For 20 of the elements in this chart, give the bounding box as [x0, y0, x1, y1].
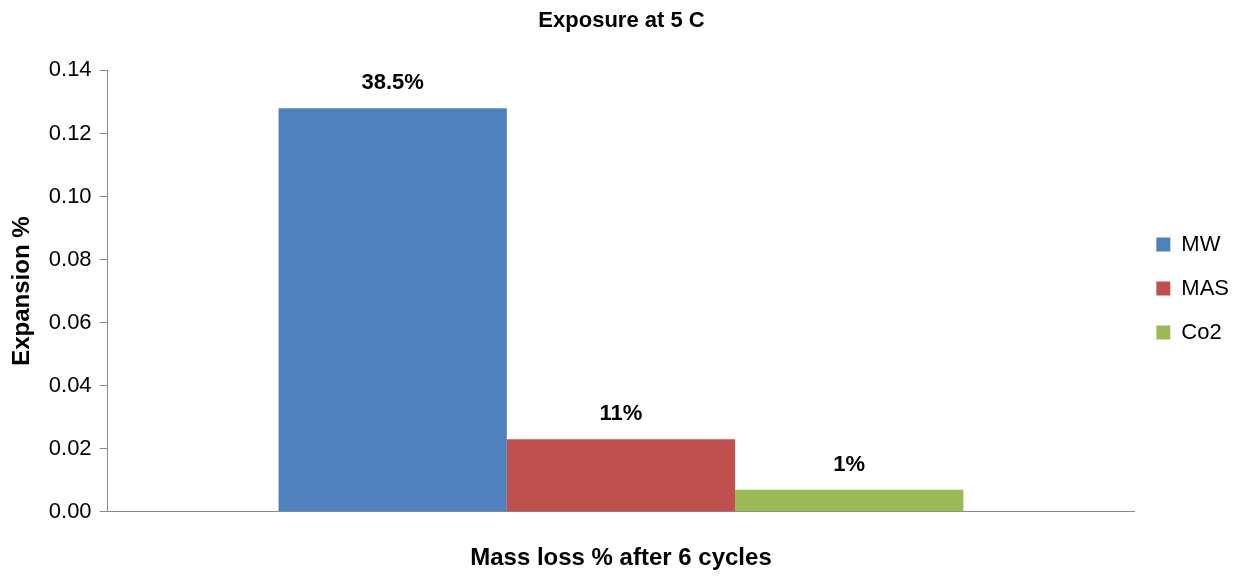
legend-label: MAS	[1181, 274, 1230, 300]
y-tick-label: 0.12	[48, 119, 92, 145]
y-axis-title: Expansion %	[7, 216, 35, 366]
annotation: 1%	[833, 450, 866, 476]
legend-label: Co2	[1181, 318, 1222, 344]
x-axis-title: Mass loss % after 6 cycles	[470, 543, 772, 571]
y-tick-label: 0.02	[48, 434, 92, 460]
y-tick-label: 0.06	[48, 308, 92, 334]
y-tick-label: 0.08	[48, 245, 92, 271]
y-tick-label: 0.10	[48, 182, 92, 208]
legend-label: MW	[1181, 230, 1221, 256]
chart-title: Exposure at 5 C	[538, 7, 705, 33]
y-tick-label: 0.14	[48, 56, 92, 82]
y-tick-label: 0.00	[48, 497, 92, 523]
bar	[278, 108, 507, 512]
bar	[735, 489, 964, 512]
annotation: 38.5%	[361, 69, 424, 95]
annotation: 11%	[599, 400, 643, 426]
y-tick-label: 0.04	[48, 371, 92, 397]
bar	[506, 439, 736, 512]
